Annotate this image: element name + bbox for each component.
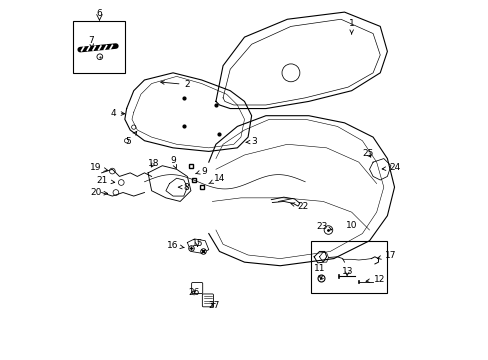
Text: 8: 8 [178,183,189,192]
Text: 25: 25 [361,149,373,158]
Text: 21: 21 [97,176,115,185]
Bar [73,21,124,73]
Text: 26: 26 [188,288,199,297]
Text: 18: 18 [147,159,159,168]
Text: 5: 5 [125,131,137,146]
Text: 1: 1 [348,19,354,34]
Text: 20: 20 [90,188,107,197]
Text: 9: 9 [195,167,206,176]
Bar [310,241,386,293]
Text: 24: 24 [381,163,400,172]
Text: 17: 17 [377,251,396,260]
Text: 6: 6 [97,9,102,18]
Text: 11: 11 [313,264,325,279]
Text: 19: 19 [90,163,107,172]
Text: 22: 22 [290,202,307,211]
Text: 7: 7 [88,36,94,48]
Text: 14: 14 [208,174,225,184]
Text: 15: 15 [191,239,203,248]
Text: 13: 13 [341,267,352,276]
Text: 27: 27 [208,301,220,310]
Text: 3: 3 [245,137,257,146]
Text: 16: 16 [166,241,183,250]
Text: 9: 9 [170,156,176,168]
Text: 4: 4 [110,109,124,118]
Text: 12: 12 [366,275,385,284]
Text: 2: 2 [161,80,190,89]
Text: 10: 10 [345,221,357,230]
Text: 23: 23 [316,222,331,231]
